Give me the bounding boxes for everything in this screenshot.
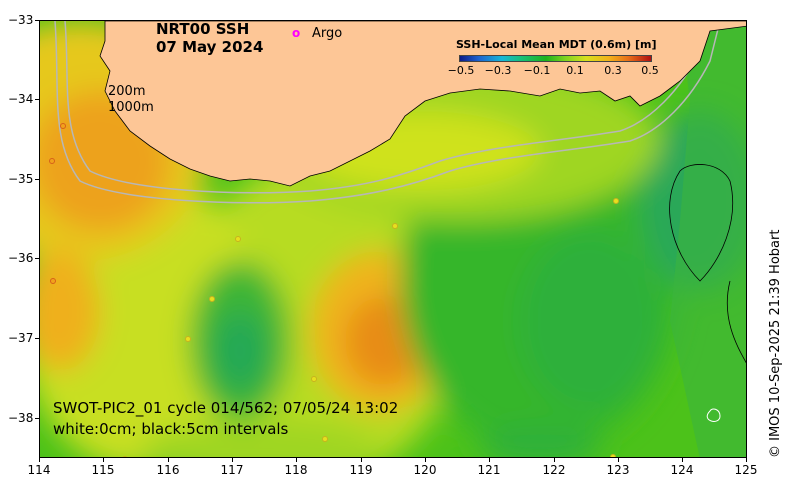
- sea-surface-height-map: [39, 20, 747, 458]
- colorbar-title: SSH-Local Mean MDT (0.6m) [m]: [456, 38, 657, 51]
- colorbar-tick: −0.5: [447, 64, 475, 77]
- argo-float: [209, 296, 215, 302]
- x-tickmark: [682, 458, 683, 462]
- argo-legend-icon: o: [292, 26, 301, 40]
- contour-label-200m: 200m: [108, 84, 146, 99]
- map-svg: [40, 21, 746, 457]
- argo-floats: [49, 123, 619, 457]
- x-tickmark: [425, 458, 426, 462]
- contour-label-1000m: 1000m: [108, 100, 154, 115]
- x-tickmark: [39, 458, 40, 462]
- contour-interval-info: white:0cm; black:5cm intervals: [53, 420, 289, 438]
- land-mass: [99, 21, 746, 187]
- contour-200m: [64, 21, 711, 194]
- x-tick-label: 115: [91, 463, 115, 477]
- x-tickmark: [618, 458, 619, 462]
- x-tickmark: [489, 458, 490, 462]
- x-tickmark: [746, 458, 747, 462]
- x-tick-label: 120: [413, 463, 437, 477]
- y-tickmark: [35, 258, 39, 259]
- colorbar-tick: 0.5: [641, 64, 659, 77]
- argo-float: [311, 376, 317, 382]
- argo-float: [50, 278, 56, 284]
- y-tick-label: −33: [8, 13, 34, 27]
- x-tick-label: 123: [606, 463, 630, 477]
- argo-float: [392, 223, 398, 229]
- swot-pass-info: SWOT-PIC2_01 cycle 014/562; 07/05/24 13:…: [53, 399, 399, 417]
- x-tickmark: [296, 458, 297, 462]
- x-tick-label: 118: [284, 463, 308, 477]
- x-tick-label: 125: [734, 463, 758, 477]
- contour-black-5cm: [669, 164, 734, 282]
- x-tick-label: 124: [670, 463, 694, 477]
- x-tick-label: 117: [220, 463, 244, 477]
- map-title-date: 07 May 2024: [156, 38, 264, 56]
- y-tickmark: [35, 418, 39, 419]
- contour-1000m: [54, 21, 721, 204]
- map-title-product: NRT00 SSH: [156, 20, 250, 38]
- x-tickmark: [361, 458, 362, 462]
- argo-float: [322, 436, 328, 442]
- y-tick-label: −38: [8, 411, 34, 425]
- colorbar-tick: −0.3: [484, 64, 512, 77]
- argo-float: [49, 158, 55, 164]
- colorbar-tick: 0.1: [566, 64, 584, 77]
- y-tick-label: −37: [8, 331, 34, 345]
- argo-float: [60, 123, 66, 129]
- argo-float: [610, 454, 616, 457]
- x-tick-label: 114: [27, 463, 51, 477]
- colorbar: [459, 55, 652, 62]
- x-tickmark: [232, 458, 233, 462]
- x-tick-label: 116: [156, 463, 180, 477]
- colorbar-tick: 0.3: [604, 64, 622, 77]
- copyright-credit: © IMOS 10-Sep-2025 21:39 Hobart: [768, 229, 783, 458]
- y-tickmark: [35, 99, 39, 100]
- y-tick-label: −36: [8, 251, 34, 265]
- argo-legend-label: Argo: [312, 26, 343, 41]
- y-tick-label: −35: [8, 172, 34, 186]
- swot-swath: [670, 21, 746, 457]
- x-tick-label: 119: [349, 463, 373, 477]
- argo-float: [185, 336, 191, 342]
- x-tick-label: 122: [542, 463, 566, 477]
- x-tickmark: [168, 458, 169, 462]
- y-tickmark: [35, 338, 39, 339]
- argo-float: [235, 236, 241, 242]
- contour-white-0cm: [706, 408, 721, 422]
- x-tickmark: [103, 458, 104, 462]
- y-tick-label: −34: [8, 92, 34, 106]
- colorbar-tick: −0.1: [523, 64, 551, 77]
- y-tickmark: [35, 20, 39, 21]
- x-tickmark: [554, 458, 555, 462]
- argo-float: [122, 456, 128, 457]
- contour-black-5cm: [726, 280, 746, 364]
- x-tick-label: 121: [477, 463, 501, 477]
- y-tickmark: [35, 179, 39, 180]
- argo-float: [613, 198, 619, 204]
